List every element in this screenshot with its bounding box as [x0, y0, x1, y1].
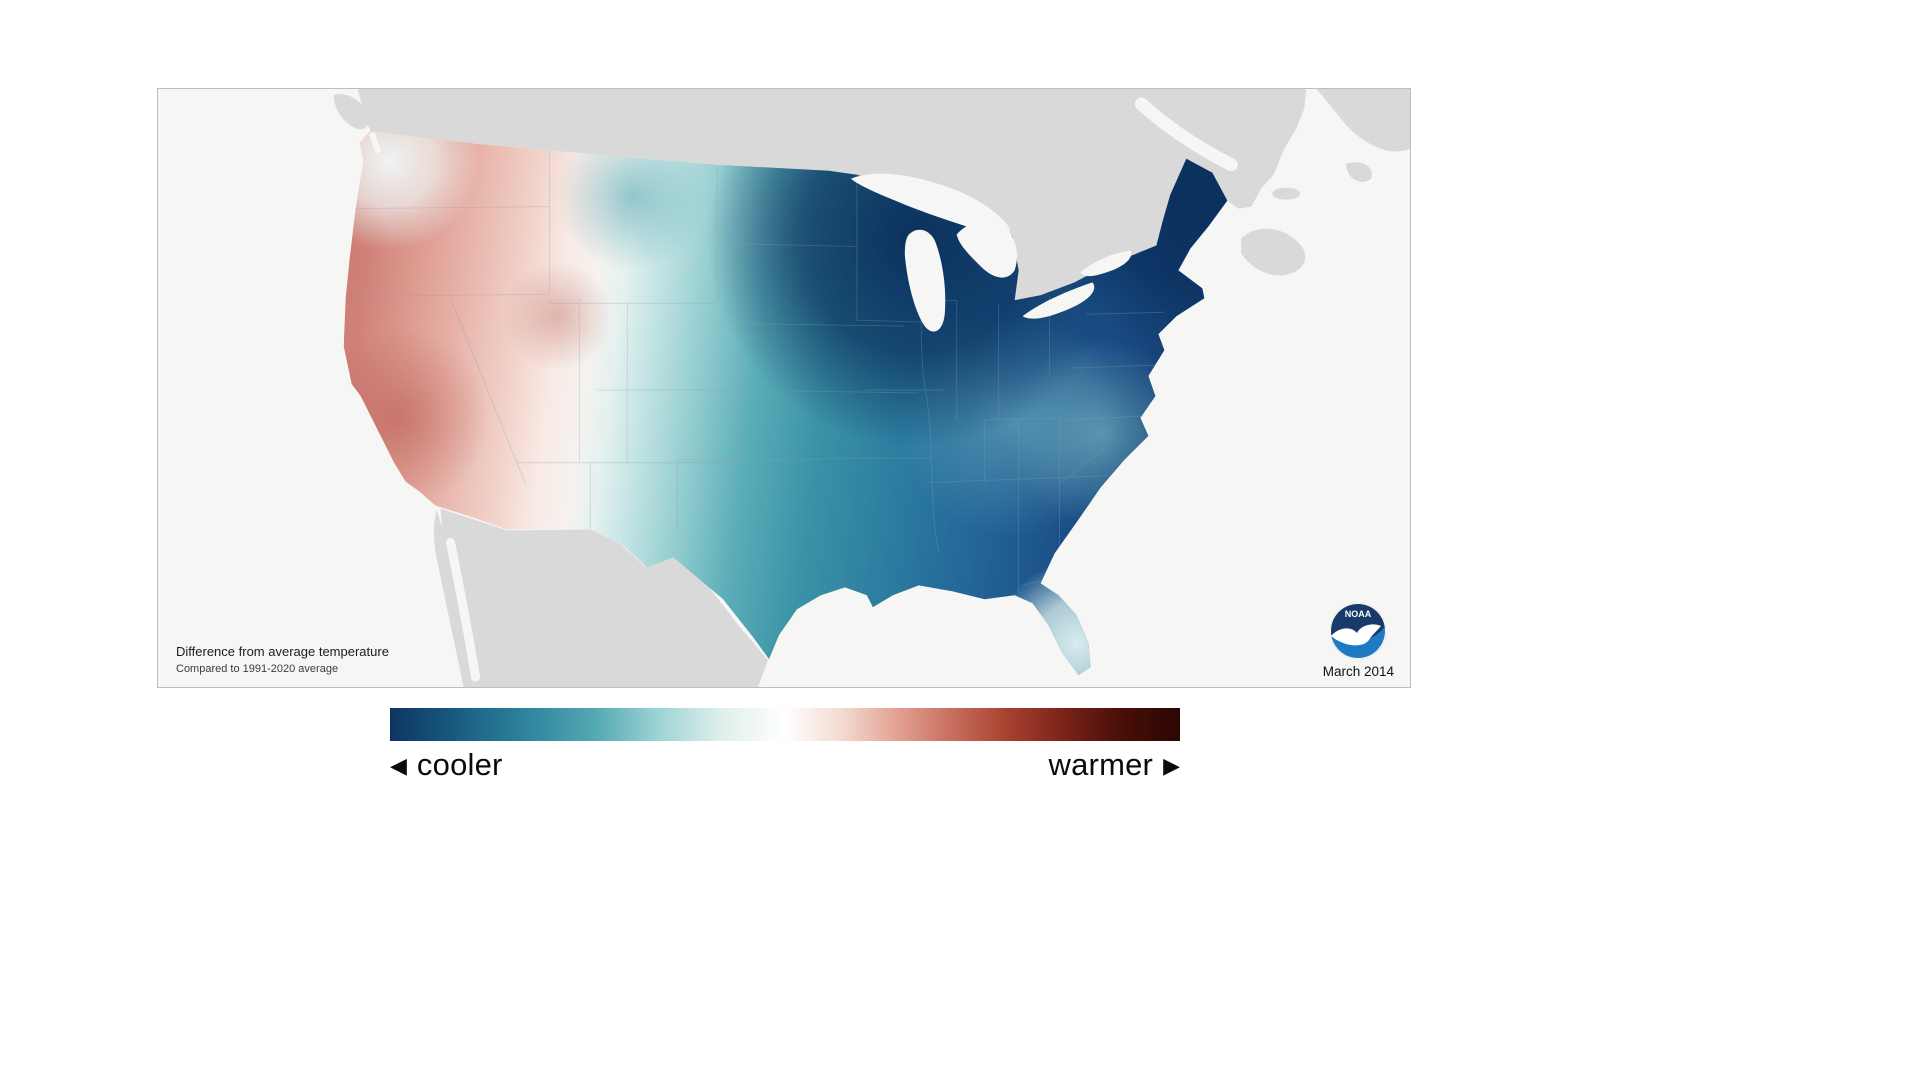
lake-michigan — [904, 229, 946, 332]
seagull-icon — [1331, 624, 1382, 646]
warmer-label: warmer — [1048, 747, 1154, 782]
nova-scotia-landmass — [1241, 228, 1306, 276]
map-panel: Difference from average temperature Comp… — [157, 88, 1411, 688]
lake-erie — [1022, 282, 1095, 319]
utah-warm-patch — [502, 261, 613, 372]
gaspe-island — [1346, 162, 1373, 182]
logo-text: NOAA — [1345, 609, 1372, 619]
legend-cooler: ◀ cooler — [390, 747, 503, 783]
legend-warmer: warmer ▶ — [1049, 747, 1180, 783]
warmer-arrow-icon: ▶ — [1163, 753, 1180, 778]
newfoundland-landmass — [1316, 89, 1410, 152]
map-caption: Difference from average temperature Comp… — [176, 643, 389, 677]
logo-block: NOAA March 2014 — [1323, 602, 1394, 679]
caption-subtitle: Compared to 1991-2020 average — [176, 662, 339, 675]
lake-superior — [850, 173, 1010, 237]
map-date: March 2014 — [1322, 664, 1394, 679]
lake-ontario — [1080, 250, 1132, 277]
canada-landmass — [333, 89, 1410, 301]
mexico-landmass — [433, 508, 769, 687]
caption-title: Difference from average temperature — [176, 644, 389, 660]
prince-edward-island — [1272, 187, 1301, 200]
cooler-label: cooler — [416, 747, 503, 782]
california-warm-patch — [343, 328, 491, 508]
noaa-logo: NOAA — [1330, 603, 1387, 659]
northeast-cold-patch — [1038, 130, 1228, 351]
puget-sound — [368, 131, 382, 154]
legend-labels: ◀ cooler warmer ▶ — [390, 742, 1180, 788]
gulf-of-california — [446, 537, 480, 682]
great-lakes — [368, 131, 1132, 332]
legend-colorbar — [390, 708, 1180, 741]
cooler-arrow-icon: ◀ — [390, 753, 407, 778]
st-lawrence-river — [1134, 97, 1238, 172]
lake-huron — [956, 220, 1017, 278]
us-temperature-anomaly-map — [333, 89, 1410, 687]
vancouver-island — [333, 94, 369, 130]
